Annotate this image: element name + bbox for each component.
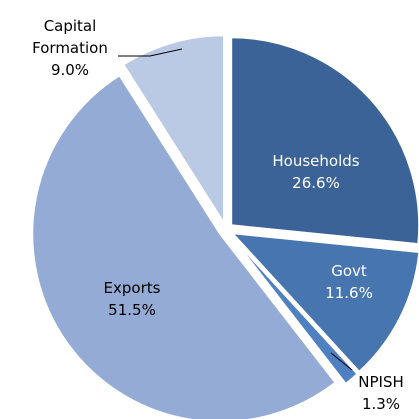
value-label: 9.0% xyxy=(51,61,89,79)
labels: Households 26.6% Govt 11.6% NPISH 1.3% Exports… xyxy=(32,17,404,413)
slice-label: NPISH 1.3% xyxy=(358,373,404,413)
category-label: NPISH xyxy=(358,373,404,391)
category-label: Households xyxy=(272,152,359,170)
pie-slice xyxy=(229,231,419,374)
slice-label: Capital Formation 9.0% xyxy=(32,17,108,79)
category-label: Govt xyxy=(331,262,367,280)
slice-label: Exports 51.5% xyxy=(104,279,161,319)
value-label: 1.3% xyxy=(362,395,400,413)
category-label: Exports xyxy=(104,279,161,297)
value-label: 26.6% xyxy=(292,174,340,192)
leader-line xyxy=(330,352,353,371)
pie-slice xyxy=(121,34,226,227)
pie-slice xyxy=(229,234,359,386)
slice-label: Govt 11.6% xyxy=(325,262,373,302)
category-label: Capital xyxy=(44,17,97,35)
pie xyxy=(31,34,419,419)
pie-slice xyxy=(230,36,419,246)
leader-line xyxy=(118,48,183,57)
value-label: 11.6% xyxy=(325,284,373,302)
value-label: 51.5% xyxy=(108,301,156,319)
pie-slice xyxy=(31,73,337,419)
slice-label: Households 26.6% xyxy=(272,152,359,192)
